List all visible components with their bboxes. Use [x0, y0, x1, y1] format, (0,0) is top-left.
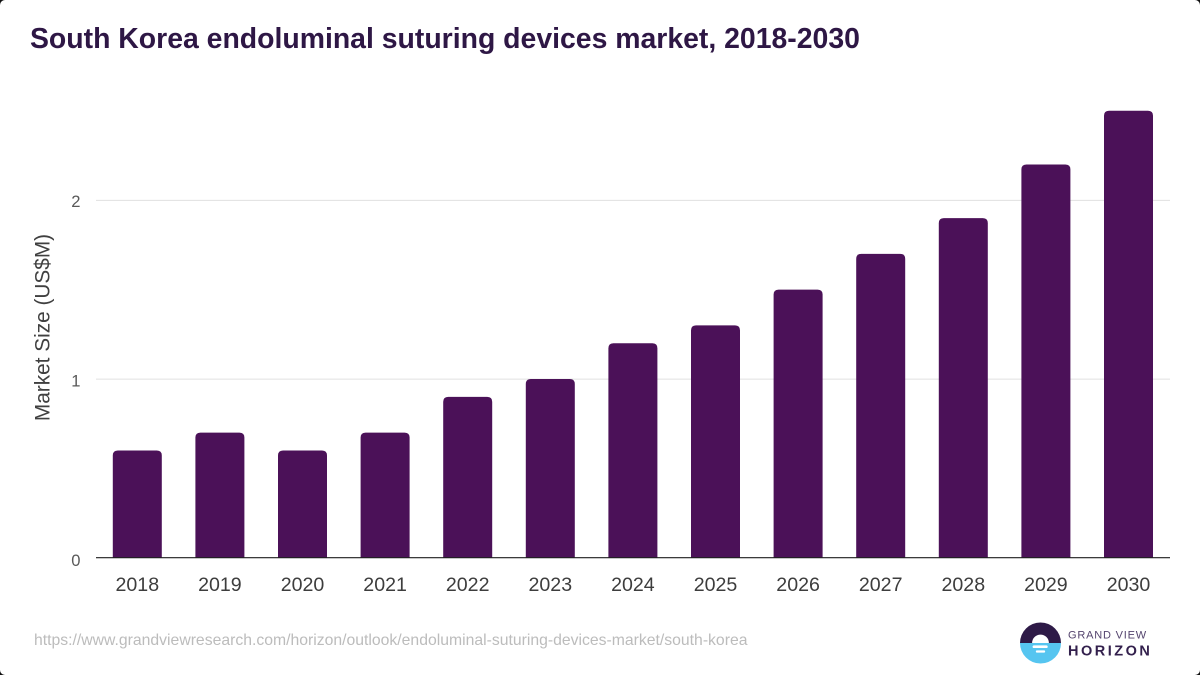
- svg-text:2027: 2027: [859, 574, 903, 596]
- svg-text:South Korea endoluminal suturi: South Korea endoluminal suturing devices…: [30, 23, 860, 55]
- svg-text:2028: 2028: [942, 574, 986, 596]
- svg-text:2: 2: [71, 192, 80, 211]
- svg-text:2020: 2020: [281, 574, 325, 596]
- svg-text:2023: 2023: [529, 574, 573, 596]
- svg-text:2018: 2018: [116, 574, 160, 596]
- svg-text:1: 1: [71, 371, 80, 390]
- svg-text:2024: 2024: [611, 574, 655, 596]
- svg-text:Market Size (US$M): Market Size (US$M): [32, 234, 55, 421]
- svg-text:2026: 2026: [776, 574, 820, 596]
- svg-text:2025: 2025: [694, 574, 738, 596]
- svg-text:2030: 2030: [1107, 574, 1151, 596]
- svg-text:2029: 2029: [1024, 574, 1068, 596]
- svg-text:2019: 2019: [198, 574, 242, 596]
- svg-text:https://www.grandviewresearch.: https://www.grandviewresearch.com/horizo…: [34, 632, 748, 649]
- svg-text:2021: 2021: [363, 574, 407, 596]
- svg-text:HORIZON: HORIZON: [1068, 644, 1152, 660]
- svg-text:GRAND VIEW: GRAND VIEW: [1068, 629, 1147, 641]
- svg-text:2022: 2022: [446, 574, 490, 596]
- svg-text:0: 0: [71, 551, 80, 570]
